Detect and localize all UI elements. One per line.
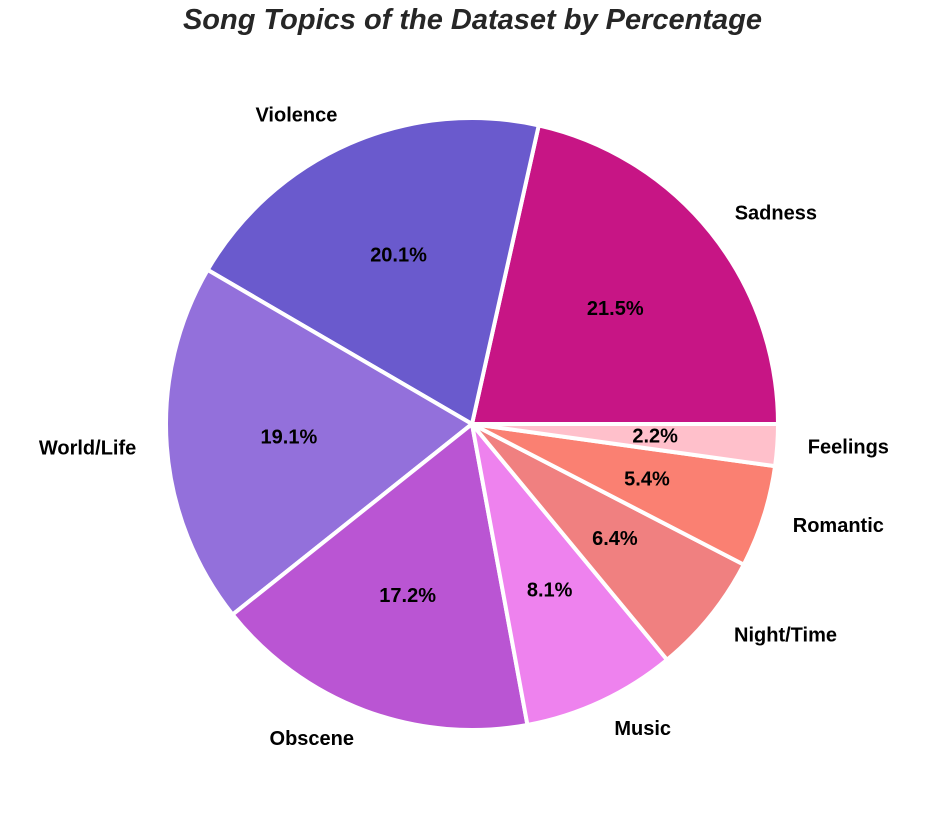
- category-labels: Sadness Violence World/Life Obscene Music Nig…: [39, 105, 889, 751]
- pie-slice-violence: [205, 116, 541, 426]
- pct-label-violence: 20.1%: [370, 245, 427, 267]
- pct-label-world-life: 19.1%: [261, 426, 318, 448]
- pie-slice-music: [470, 422, 670, 727]
- chart-title: Song Topics of the Dataset by Percentage: [182, 4, 763, 36]
- category-label-music: Music: [614, 718, 671, 740]
- category-label-feelings: Feelings: [808, 436, 889, 458]
- pie-slice-obscene: [230, 422, 530, 732]
- category-label-romantic: Romantic: [793, 515, 884, 537]
- pie-slice-feelings: [470, 422, 780, 469]
- category-label-violence: Violence: [255, 105, 337, 127]
- pct-label-feelings: 2.2%: [632, 426, 678, 448]
- category-label-world-life: World/Life: [39, 437, 136, 459]
- pct-label-music: 8.1%: [527, 579, 573, 601]
- pct-label-sadness: 21.5%: [587, 298, 644, 320]
- pct-label-romantic: 5.4%: [624, 469, 670, 491]
- pct-label-obscene: 17.2%: [379, 585, 436, 607]
- category-label-obscene: Obscene: [270, 728, 354, 750]
- pie-slice-night-time: [470, 422, 746, 662]
- pie-slice-sadness: [470, 123, 780, 426]
- percentage-labels: 21.5% 20.1% 19.1% 17.2% 8.1% 6.4% 5.4% 2.2%: [261, 245, 679, 607]
- pie-slice-world-life: [164, 267, 474, 617]
- category-label-night-time: Night/Time: [734, 624, 837, 646]
- pie-slices: [164, 116, 780, 732]
- pct-label-night-time: 6.4%: [592, 528, 638, 550]
- category-label-sadness: Sadness: [735, 203, 817, 225]
